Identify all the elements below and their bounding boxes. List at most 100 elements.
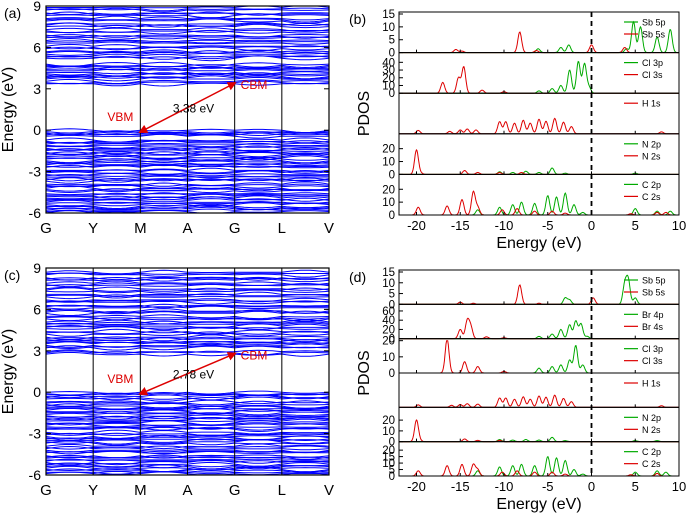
y-tick-label: 5 bbox=[389, 35, 395, 47]
legend-label: Cl 3s bbox=[642, 356, 663, 366]
cbm-label: CBM bbox=[241, 349, 268, 363]
x-tick-label: 5 bbox=[632, 479, 639, 494]
y-tick-label: 20 bbox=[382, 415, 395, 427]
y-tick-label: 30 bbox=[382, 65, 395, 77]
x-tick-label: 0 bbox=[588, 479, 595, 494]
x-tick-label: -20 bbox=[407, 479, 426, 494]
x-tick-label: 0 bbox=[588, 218, 595, 233]
kpoint-label: L bbox=[278, 482, 286, 499]
y-tick-label: 0 bbox=[389, 437, 395, 449]
kpoint-label: V bbox=[324, 482, 334, 499]
subplot-frame bbox=[398, 173, 680, 216]
y-tick-label: 10 bbox=[382, 157, 395, 169]
y-axis-label: Energy (eV) bbox=[0, 67, 17, 152]
legend-label: N 2s bbox=[642, 425, 661, 435]
y-tick-label: 0 bbox=[33, 384, 41, 400]
pdos-curve-s bbox=[399, 66, 679, 94]
pdos-curve-s bbox=[399, 463, 679, 477]
legend-label: N 2p bbox=[642, 413, 661, 423]
legend-label: Cl 3s bbox=[642, 70, 663, 80]
panel-label: (d) bbox=[349, 269, 366, 285]
legend-label: Sb 5p bbox=[642, 276, 666, 286]
y-tick-label: 20 bbox=[382, 336, 395, 348]
y-tick-label: 20 bbox=[382, 445, 395, 457]
x-tick-label: -5 bbox=[542, 218, 554, 233]
pdos-curve-p bbox=[399, 320, 679, 340]
x-axis-label: Energy (eV) bbox=[496, 235, 581, 252]
legend-label: Sb 5s bbox=[642, 30, 666, 40]
legend-label: Br 4s bbox=[642, 322, 664, 332]
panel-label: (c) bbox=[4, 267, 20, 283]
pdos-curve-s bbox=[399, 148, 679, 175]
pdos-curve-p bbox=[399, 436, 679, 443]
legend-label: Br 4p bbox=[642, 310, 664, 320]
y-tick-label: 9 bbox=[33, 260, 41, 276]
legend-label: N 2s bbox=[642, 151, 661, 161]
vbm-label: VBM bbox=[107, 110, 133, 124]
x-tick-label: -5 bbox=[542, 479, 554, 494]
legend-label: C 2p bbox=[642, 447, 661, 457]
kpoint-label: V bbox=[324, 220, 334, 237]
y-tick-label: 15 bbox=[382, 452, 395, 464]
y-tick-label: 0 bbox=[389, 299, 395, 311]
kpoint-label: Y bbox=[88, 482, 98, 499]
y-tick-label: -6 bbox=[29, 205, 42, 221]
y-tick-label: 40 bbox=[382, 57, 395, 69]
subplot-frame bbox=[398, 441, 680, 477]
kpoint-label: G bbox=[229, 482, 241, 499]
cbm-label: CBM bbox=[241, 78, 268, 92]
y-tick-label: -3 bbox=[29, 426, 42, 442]
x-axis-label: Energy (eV) bbox=[496, 496, 581, 513]
y-axis-label: PDOS bbox=[356, 350, 373, 395]
kpoint-label: M bbox=[134, 220, 147, 237]
legend-label: H 1s bbox=[642, 379, 661, 389]
y-tick-label: 40 bbox=[382, 315, 395, 327]
y-tick-label: 0 bbox=[389, 471, 395, 483]
y-tick-label: 10 bbox=[382, 352, 395, 364]
y-tick-label: 9 bbox=[33, 0, 41, 14]
pdos-curve-p bbox=[399, 20, 679, 54]
kpoint-label: A bbox=[182, 220, 192, 237]
subplot-frame bbox=[398, 92, 680, 135]
pdos-curve-s bbox=[399, 117, 679, 135]
gap-arrow bbox=[138, 82, 237, 133]
y-tick-label: 3 bbox=[33, 81, 41, 97]
legend-label: Cl 3p bbox=[642, 58, 663, 68]
x-tick-label: -10 bbox=[495, 479, 514, 494]
kpoint-label: M bbox=[134, 482, 147, 499]
band-gap-label: 3.38 eV bbox=[173, 102, 214, 116]
y-tick-label: 5 bbox=[389, 465, 395, 477]
y-tick-label: 20 bbox=[382, 324, 395, 336]
x-tick-label: 5 bbox=[632, 218, 639, 233]
x-tick-label: 10 bbox=[672, 218, 686, 233]
x-tick-label: -10 bbox=[495, 218, 514, 233]
kpoint-label: Y bbox=[88, 220, 98, 237]
subplot-frame bbox=[398, 11, 680, 54]
pdos-curve-s bbox=[399, 394, 679, 408]
kpoint-label: L bbox=[278, 220, 286, 237]
y-axis-label: PDOS bbox=[356, 91, 373, 136]
panel-label: (a) bbox=[4, 5, 21, 21]
y-tick-label: 0 bbox=[389, 88, 395, 100]
subplot-frame bbox=[398, 406, 680, 443]
pdos-subplot: H 1s bbox=[398, 372, 680, 408]
y-tick-label: 0 bbox=[389, 169, 395, 181]
subplot-frame bbox=[398, 372, 680, 408]
pdos-curve-s bbox=[399, 419, 679, 443]
x-tick-label: -15 bbox=[451, 218, 470, 233]
axes-frame bbox=[45, 267, 330, 476]
pdos-curve-p bbox=[399, 60, 679, 94]
pdos-curve-p bbox=[399, 344, 679, 374]
y-tick-label: 0 bbox=[389, 368, 395, 380]
band-gap-label: 2.78 eV bbox=[173, 368, 214, 382]
legend-label: C 2s bbox=[642, 192, 661, 202]
legend-label: N 2p bbox=[642, 139, 661, 149]
y-tick-label: 20 bbox=[382, 144, 395, 156]
